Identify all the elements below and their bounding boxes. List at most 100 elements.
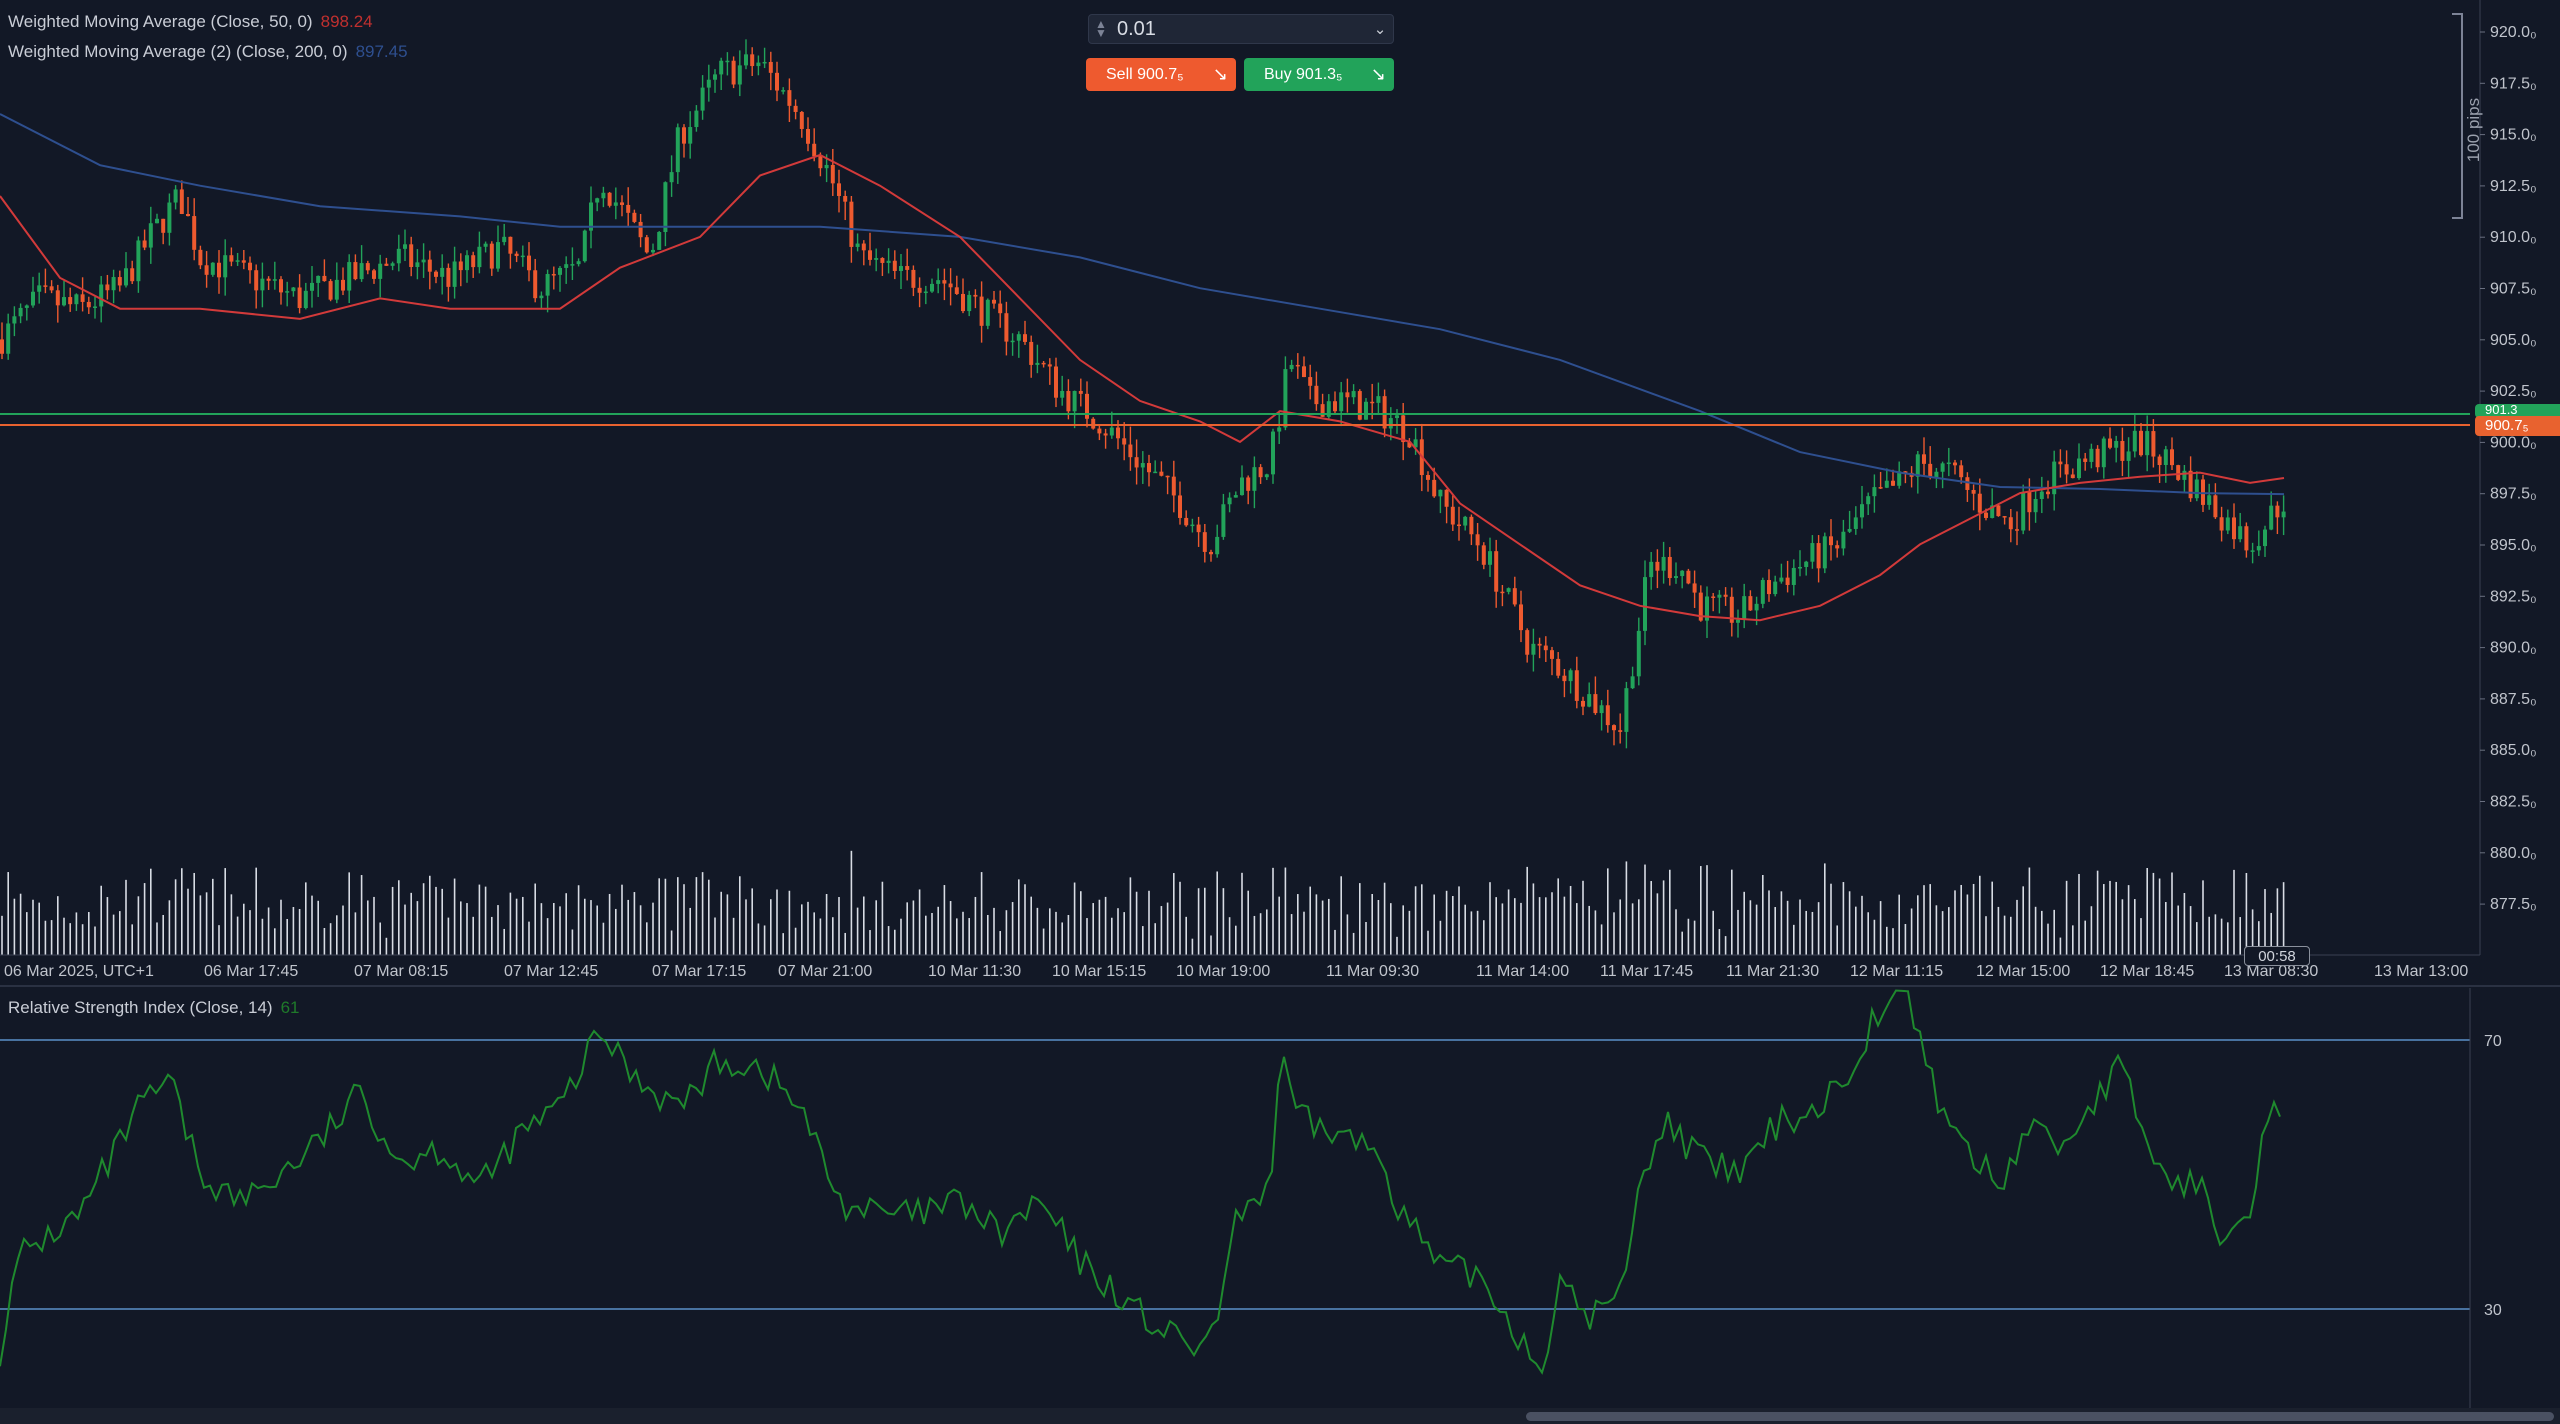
candle-body (1934, 471, 1939, 478)
candle-body (1463, 516, 1468, 526)
candle-body (1054, 366, 1058, 398)
price-chart[interactable]: 920.0₀ 917.5₀ 915.0₀ 912.5₀ 910.0₀ 907.5₀ 905.… (0, 0, 2560, 990)
candle-body (105, 284, 110, 291)
candle-body (1233, 495, 1238, 498)
price-tick-label: 902.5₀ (2490, 383, 2537, 400)
candle-body (1624, 688, 1629, 732)
candle-body (582, 230, 587, 262)
candle-body (1866, 496, 1871, 505)
candle-body (1295, 364, 1300, 367)
rsi-lower-label: 30 (2484, 1302, 2502, 1319)
candle-body (607, 192, 612, 206)
candle-body (1903, 471, 1908, 473)
rsi-legend[interactable]: Relative Strength Index (Close, 14) 61 (8, 998, 300, 1018)
wma50-line (0, 153, 2285, 622)
chevron-down-icon[interactable]: ⌄ (1373, 21, 1387, 38)
candle-body (1481, 545, 1486, 565)
candle-body (1779, 577, 1784, 582)
candle-body (1860, 504, 1864, 518)
rsi-value: 61 (280, 998, 300, 1017)
wma200-value: 897.45 (355, 42, 408, 61)
candle-body (1680, 570, 1685, 577)
candle-body (1599, 705, 1604, 714)
candle-body (37, 285, 42, 292)
lot-stepper-icon[interactable]: ▲ ▼ (1095, 17, 1107, 40)
candle-body (1804, 561, 1809, 567)
candle-body (1345, 392, 1350, 398)
candle-body (1667, 556, 1672, 579)
price-tick-label: 890.0₀ (2490, 640, 2537, 657)
candle-body (1184, 517, 1189, 526)
candle-body (905, 266, 910, 270)
candle-body (719, 60, 724, 75)
candle-body (657, 232, 662, 250)
candle-body (601, 192, 606, 199)
candle-body (843, 195, 848, 202)
candle-body (1029, 341, 1034, 365)
candle-body (254, 270, 259, 291)
candle-body (353, 262, 358, 280)
candle-body (74, 294, 79, 305)
candle-body (1035, 362, 1040, 365)
candle-body (737, 65, 742, 85)
candle-body (198, 249, 203, 266)
candle-body (2033, 499, 2038, 513)
candle-body (1853, 517, 1858, 529)
candle-body (1649, 561, 1654, 578)
candle-body (43, 285, 48, 287)
candle-body (2083, 458, 2088, 462)
candle-body (1271, 431, 1275, 475)
candle-body (403, 244, 407, 249)
candle-body (334, 279, 339, 300)
candle-body (1004, 313, 1009, 342)
candle-body (2021, 491, 2026, 531)
candle-body (2244, 526, 2249, 551)
rsi-upper-label: 70 (2484, 1033, 2502, 1050)
candle-body (1897, 471, 1902, 486)
lot-size-value[interactable]: 0.01 (1117, 17, 1156, 40)
price-tick-label: 887.5₀ (2490, 691, 2537, 708)
candle-body (1519, 604, 1523, 631)
candle-body (576, 261, 581, 265)
time-tick-label: 07 Mar 08:15 (354, 963, 448, 980)
candle-body (2269, 505, 2274, 530)
candle-body (1364, 401, 1368, 420)
candle-body (1240, 477, 1244, 496)
candle-body (1202, 532, 1207, 552)
candle-body (706, 79, 711, 88)
wma200-legend[interactable]: Weighted Moving Average (2) (Close, 200,… (8, 42, 408, 62)
rsi-pane-divider[interactable] (0, 985, 2560, 987)
candle-body (2008, 517, 2013, 530)
candle-body (2077, 458, 2081, 479)
lot-size-input[interactable]: ▲ ▼ 0.01 ⌄ (1088, 14, 1394, 44)
candle-body (1736, 619, 1740, 623)
candle-body (396, 248, 401, 264)
buy-button[interactable]: Buy 901.3₅ ↘ (1244, 58, 1394, 91)
candle-body (1717, 594, 1722, 598)
candle-body (936, 280, 941, 284)
candle-body (892, 260, 897, 272)
candle-body (1705, 596, 1709, 621)
scrollbar-thumb[interactable] (1526, 1412, 2554, 1421)
candle-body (514, 253, 519, 256)
candle-body (1047, 364, 1052, 367)
candle-body (1475, 534, 1480, 546)
ask-price-badge: 901.3 (2475, 404, 2560, 418)
candle-body (2132, 430, 2137, 452)
candle-body (750, 54, 755, 67)
candle-body (1878, 487, 1883, 489)
candle-body (210, 262, 215, 275)
candle-body (2176, 465, 2181, 480)
candle-body (781, 90, 786, 92)
wma50-legend[interactable]: Weighted Moving Average (Close, 50, 0) 89… (8, 12, 373, 32)
candle-body (1884, 480, 1889, 488)
candle-body (1469, 516, 1474, 535)
candle-body (663, 182, 668, 233)
candle-body (756, 62, 761, 67)
candle-body (68, 297, 73, 305)
rsi-chart[interactable]: 70 30 (0, 988, 2560, 1408)
candle-body (675, 127, 680, 173)
time-tick-label: 07 Mar 21:00 (778, 963, 872, 980)
sell-button[interactable]: Sell 900.7₅ ↘ (1086, 58, 1236, 91)
candle-body (837, 183, 841, 196)
